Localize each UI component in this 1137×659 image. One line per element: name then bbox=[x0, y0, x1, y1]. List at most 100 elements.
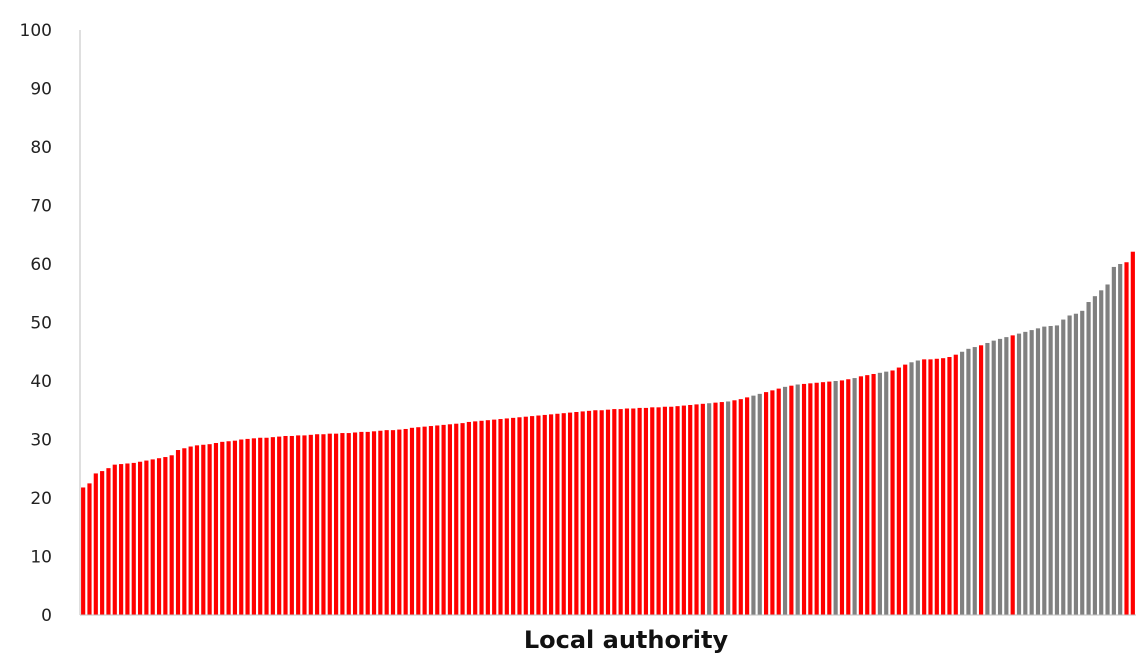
bar bbox=[523, 416, 528, 615]
bar bbox=[726, 401, 731, 615]
bar bbox=[1035, 328, 1041, 615]
bar bbox=[245, 438, 250, 615]
bar bbox=[922, 359, 927, 615]
bar bbox=[384, 430, 389, 615]
bar bbox=[745, 397, 750, 615]
bar bbox=[390, 430, 396, 615]
bar bbox=[852, 378, 857, 615]
bar bbox=[960, 351, 965, 615]
bar bbox=[839, 380, 845, 615]
bar bbox=[1023, 331, 1028, 615]
bar bbox=[782, 386, 788, 615]
bar bbox=[941, 358, 946, 615]
bar bbox=[915, 360, 920, 615]
bar bbox=[422, 426, 427, 615]
bar bbox=[321, 434, 326, 615]
bar bbox=[277, 436, 282, 615]
x-axis-title: Local authority bbox=[524, 626, 729, 654]
bar bbox=[624, 408, 630, 615]
bar bbox=[144, 460, 149, 615]
bar bbox=[865, 375, 870, 615]
y-tick-label: 20 bbox=[30, 489, 52, 509]
bar bbox=[270, 437, 275, 615]
bar bbox=[966, 348, 971, 615]
bar bbox=[846, 379, 851, 615]
bar bbox=[409, 427, 415, 615]
bar bbox=[302, 435, 307, 615]
bar bbox=[681, 405, 686, 615]
bar bbox=[1054, 325, 1060, 615]
bar bbox=[757, 393, 762, 615]
bar bbox=[669, 406, 674, 615]
bar bbox=[997, 338, 1003, 615]
bar bbox=[656, 407, 661, 615]
bar bbox=[637, 407, 642, 615]
y-axis-tick-labels: 0 10 20 30 40 50 60 70 80 90 100 bbox=[20, 21, 52, 626]
bar bbox=[416, 427, 421, 615]
bar bbox=[1092, 296, 1097, 615]
bar bbox=[308, 434, 313, 615]
bar bbox=[612, 409, 617, 615]
bar bbox=[1029, 330, 1034, 615]
bar bbox=[182, 448, 187, 615]
bar bbox=[719, 402, 724, 615]
bar bbox=[770, 390, 775, 615]
bar bbox=[163, 457, 168, 615]
bar bbox=[738, 399, 743, 615]
bar bbox=[877, 372, 882, 615]
bar bbox=[789, 385, 794, 615]
bar bbox=[119, 464, 124, 615]
bar bbox=[972, 347, 977, 615]
bar bbox=[586, 410, 592, 615]
bar bbox=[795, 384, 800, 615]
bar bbox=[125, 463, 130, 615]
bar bbox=[479, 420, 484, 615]
bar bbox=[150, 459, 155, 615]
bar bbox=[346, 433, 351, 615]
bar bbox=[188, 446, 193, 615]
bar bbox=[631, 408, 636, 615]
bar bbox=[574, 412, 579, 615]
bars bbox=[81, 251, 1135, 616]
bar bbox=[618, 409, 623, 615]
bar bbox=[555, 413, 560, 615]
bar bbox=[1080, 310, 1085, 615]
bar bbox=[605, 409, 611, 615]
bar bbox=[650, 407, 655, 615]
bar bbox=[112, 464, 117, 615]
bar bbox=[808, 383, 813, 615]
bar bbox=[1010, 335, 1015, 615]
bar bbox=[258, 437, 263, 615]
bar bbox=[934, 358, 939, 615]
bar bbox=[327, 433, 332, 615]
bar bbox=[896, 367, 901, 615]
y-tick-label: 70 bbox=[30, 197, 52, 217]
bar bbox=[371, 431, 377, 615]
bar bbox=[542, 414, 547, 615]
bar bbox=[454, 423, 459, 615]
bar bbox=[466, 421, 471, 615]
bar bbox=[1061, 319, 1066, 615]
bar bbox=[991, 340, 996, 615]
bar bbox=[928, 359, 933, 615]
bar bbox=[1048, 326, 1053, 615]
bar bbox=[1111, 266, 1116, 615]
bar bbox=[776, 388, 781, 615]
bar bbox=[903, 364, 908, 615]
bar bbox=[175, 450, 181, 615]
bar bbox=[289, 435, 294, 615]
bar bbox=[985, 342, 990, 615]
bar bbox=[549, 414, 554, 615]
bar bbox=[561, 413, 566, 615]
bar bbox=[890, 370, 895, 615]
bar bbox=[403, 428, 408, 615]
bar bbox=[827, 381, 832, 615]
bar bbox=[1067, 315, 1072, 615]
bar bbox=[340, 433, 345, 615]
bar bbox=[207, 444, 212, 615]
bar bbox=[1118, 264, 1123, 615]
y-tick-label: 40 bbox=[30, 372, 52, 392]
bar bbox=[334, 433, 339, 615]
bar bbox=[137, 461, 143, 615]
